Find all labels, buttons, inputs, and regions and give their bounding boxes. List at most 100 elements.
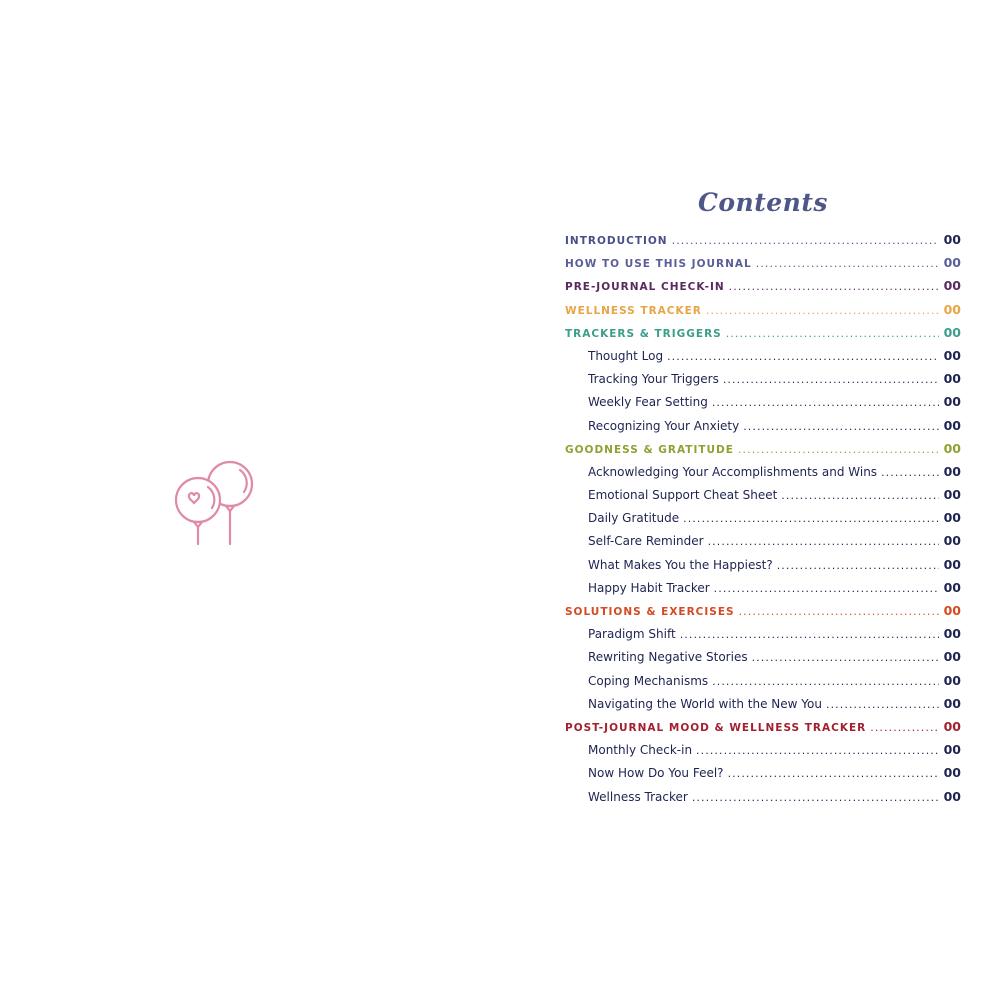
toc-entry[interactable]: Weekly Fear Setting 00	[565, 394, 961, 417]
toc-entry[interactable]: Happy Habit Tracker 00	[565, 580, 961, 603]
dot-leader	[729, 280, 939, 293]
toc-entry-label: Self-Care Reminder	[588, 534, 704, 549]
dot-leader	[738, 443, 939, 456]
toc-entry[interactable]: Wellness Tracker 00	[565, 789, 961, 812]
toc-entry[interactable]: Paradigm Shift 00	[565, 626, 961, 649]
dot-leader	[683, 512, 939, 525]
toc-page-number: 00	[943, 417, 961, 433]
toc-entry[interactable]: Rewriting Negative Stories 00	[565, 649, 961, 672]
table-of-contents: INTRODUCTION00HOW TO USE THIS JOURNAL00P…	[565, 232, 961, 812]
toc-page-number: 00	[943, 649, 961, 665]
toc-entry-label: Weekly Fear Setting	[588, 395, 708, 410]
dot-leader	[726, 327, 939, 340]
toc-entry[interactable]: Navigating the World with the New You 00	[565, 696, 961, 719]
toc-entry[interactable]: Recognizing Your Anxiety 00	[565, 418, 961, 441]
dot-leader	[728, 767, 939, 780]
toc-entry[interactable]: What Makes You the Happiest? 00	[565, 557, 961, 580]
toc-entry[interactable]: HOW TO USE THIS JOURNAL 00	[565, 255, 961, 278]
toc-entry-label: Now How Do You Feel?	[588, 766, 724, 781]
toc-page-number: 00	[943, 742, 961, 758]
toc-page-number: 00	[943, 278, 961, 294]
toc-page-number: 00	[943, 371, 961, 387]
toc-entry-label: GOODNESS & GRATITUDE	[565, 443, 734, 456]
toc-entry-label: Happy Habit Tracker	[588, 580, 710, 595]
toc-entry[interactable]: Now How Do You Feel? 00	[565, 765, 961, 788]
dot-leader	[667, 350, 939, 363]
dot-leader	[752, 651, 939, 664]
dot-leader	[706, 304, 939, 317]
toc-page-number: 00	[943, 626, 961, 642]
dot-leader	[826, 698, 939, 711]
toc-entry-label: What Makes You the Happiest?	[588, 557, 773, 572]
toc-page-number: 00	[943, 232, 961, 247]
toc-page-number: 00	[943, 579, 961, 595]
toc-entry-label: TRACKERS & TRIGGERS	[565, 327, 722, 340]
toc-entry-label: SOLUTIONS & EXERCISES	[565, 606, 735, 618]
toc-page-number: 00	[943, 394, 961, 410]
toc-entry-label: Emotional Support Cheat Sheet	[588, 488, 778, 503]
toc-entry-label: POST-JOURNAL MOOD & WELLNESS TRACKER	[565, 721, 867, 734]
dot-leader	[781, 489, 939, 502]
toc-page-number: 00	[943, 324, 961, 340]
toc-entry-label: Rewriting Negative Stories	[588, 650, 748, 665]
toc-entry-label: Recognizing Your Anxiety	[588, 418, 740, 433]
dot-leader	[777, 559, 939, 572]
toc-entry[interactable]: POST-JOURNAL MOOD & WELLNESS TRACKER 00	[565, 719, 961, 742]
dot-leader	[680, 628, 939, 641]
dot-leader	[756, 257, 939, 270]
toc-entry[interactable]: Emotional Support Cheat Sheet 00	[565, 487, 961, 510]
dot-leader	[712, 675, 939, 688]
toc-page-number: 00	[943, 347, 961, 363]
toc-entry-label: Paradigm Shift	[588, 627, 676, 642]
toc-page-number: 00	[943, 695, 961, 711]
toc-page-number: 00	[943, 510, 961, 526]
dot-leader	[743, 420, 939, 433]
toc-entry-label: INTRODUCTION	[565, 235, 668, 247]
toc-entry-label: Daily Gratitude	[588, 511, 680, 526]
toc-entry[interactable]: Self-Care Reminder 00	[565, 533, 961, 556]
toc-entry-label: Coping Mechanisms	[588, 673, 709, 688]
toc-entry-label: Acknowledging Your Accomplishments and W…	[588, 464, 878, 479]
dot-leader	[723, 373, 939, 386]
toc-entry[interactable]: SOLUTIONS & EXERCISES 00	[565, 603, 961, 626]
toc-entry-label: Monthly Check-in	[588, 743, 693, 758]
toc-page-number: 00	[943, 440, 961, 456]
toc-page-number: 00	[943, 718, 961, 734]
toc-entry[interactable]: WELLNESS TRACKER 00	[565, 302, 961, 325]
toc-entry[interactable]: PRE-JOURNAL CHECK-IN 00	[565, 278, 961, 301]
toc-entry-label: WELLNESS TRACKER	[565, 304, 702, 317]
toc-entry[interactable]: Coping Mechanisms 00	[565, 673, 961, 696]
toc-page-number: 00	[943, 533, 961, 549]
toc-entry-label: HOW TO USE THIS JOURNAL	[565, 258, 752, 271]
toc-entry[interactable]: Daily Gratitude 00	[565, 510, 961, 533]
toc-page-number: 00	[943, 603, 961, 618]
toc-entry-label: Tracking Your Triggers	[588, 372, 719, 387]
dot-leader	[708, 535, 939, 548]
toc-entry[interactable]: Thought Log 00	[565, 348, 961, 371]
dot-leader	[739, 605, 939, 618]
toc-entry[interactable]: GOODNESS & GRATITUDE 00	[565, 441, 961, 464]
toc-page-number: 00	[943, 788, 961, 804]
toc-page-number: 00	[943, 556, 961, 572]
toc-page-number: 00	[943, 463, 961, 479]
toc-entry-label: PRE-JOURNAL CHECK-IN	[565, 281, 725, 294]
toc-entry-label: Wellness Tracker	[588, 789, 688, 804]
toc-page-number: 00	[943, 672, 961, 688]
toc-entry[interactable]: Acknowledging Your Accomplishments and W…	[565, 464, 961, 487]
dot-leader	[714, 582, 939, 595]
dot-leader	[696, 744, 939, 757]
toc-page-number: 00	[943, 301, 961, 317]
toc-page-number: 00	[943, 487, 961, 503]
dot-leader	[881, 466, 939, 479]
toc-entry-label: Navigating the World with the New You	[588, 696, 822, 711]
toc-page-number: 00	[943, 765, 961, 781]
dot-leader	[692, 791, 939, 804]
toc-page-number: 00	[943, 255, 961, 271]
toc-entry[interactable]: INTRODUCTION 00	[565, 232, 961, 255]
toc-entry[interactable]: TRACKERS & TRIGGERS 00	[565, 325, 961, 348]
balloons-heart-icon	[174, 460, 254, 546]
toc-entry[interactable]: Monthly Check-in 00	[565, 742, 961, 765]
dot-leader	[672, 234, 939, 247]
dot-leader	[712, 396, 939, 409]
toc-entry[interactable]: Tracking Your Triggers 00	[565, 371, 961, 394]
